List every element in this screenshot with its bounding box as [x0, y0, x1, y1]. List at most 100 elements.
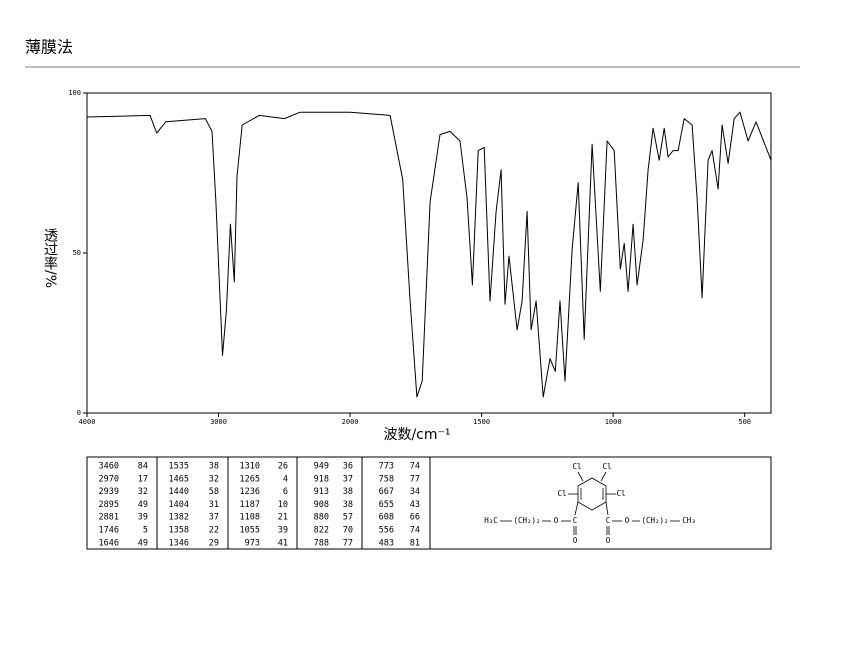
y-tick-label: 50 [73, 249, 81, 257]
peak-wavenumber: 1440 [169, 487, 189, 497]
peak-transmittance: 38 [209, 462, 219, 472]
peak-wavenumber: 1055 [240, 526, 260, 536]
peak-transmittance: 43 [410, 500, 420, 510]
peak-transmittance: 74 [410, 526, 420, 536]
structure-label: (CH₂)₂ [641, 516, 668, 525]
peak-transmittance: 49 [138, 538, 148, 548]
peak-wavenumber: 1646 [99, 538, 119, 548]
peak-wavenumber: 1465 [169, 474, 189, 484]
table-frame [86, 456, 772, 550]
structure-label: H₃C [484, 516, 498, 525]
peak-transmittance: 41 [278, 538, 288, 548]
x-tick-label: 3000 [210, 418, 227, 426]
peak-wavenumber: 1346 [169, 538, 189, 548]
peak-transmittance: 84 [138, 462, 148, 472]
peak-transmittance: 37 [343, 474, 353, 484]
structure-label: (CH₂)₂ [513, 516, 540, 525]
peak-wavenumber: 973 [245, 538, 260, 548]
peak-transmittance: 39 [278, 526, 288, 536]
peak-transmittance: 57 [343, 513, 353, 523]
peak-transmittance: 81 [410, 538, 420, 548]
structure-label: CH₃ [682, 516, 696, 525]
peak-wavenumber: 608 [379, 513, 394, 523]
peak-wavenumber: 918 [314, 474, 329, 484]
structure-label: O [606, 536, 611, 545]
peak-wavenumber: 949 [314, 462, 329, 472]
peak-transmittance: 66 [410, 513, 420, 523]
peak-wavenumber: 1310 [240, 462, 260, 472]
structure-label: Cl [616, 489, 625, 498]
peak-wavenumber: 908 [314, 500, 329, 510]
peak-transmittance: 4 [283, 474, 288, 484]
peak-transmittance: 58 [209, 487, 219, 497]
peak-wavenumber: 880 [314, 513, 329, 523]
x-axis-label: 波数/cm⁻¹ [383, 427, 450, 443]
peak-transmittance: 6 [283, 487, 288, 497]
peak-wavenumber: 1236 [240, 487, 260, 497]
structure-label: Cl [572, 462, 581, 471]
table-dividers [156, 457, 431, 549]
peak-wavenumber: 2939 [99, 487, 119, 497]
peak-wavenumber: 655 [379, 500, 394, 510]
peak-transmittance: 29 [209, 538, 219, 548]
peak-transmittance: 70 [343, 526, 353, 536]
x-tick-label: 1500 [473, 418, 490, 426]
peak-transmittance: 49 [138, 500, 148, 510]
plot-frame [86, 92, 772, 414]
peak-transmittance: 37 [209, 513, 219, 523]
peak-wavenumber: 1187 [240, 500, 260, 510]
peak-wavenumber: 483 [379, 538, 394, 548]
peak-transmittance: 26 [278, 462, 288, 472]
peak-wavenumber: 1382 [169, 513, 189, 523]
y-tick-label: 0 [77, 409, 81, 417]
peak-wavenumber: 667 [379, 487, 394, 497]
peak-transmittance: 77 [343, 538, 353, 548]
x-tick-label: 4000 [79, 418, 96, 426]
peak-wavenumber: 1535 [169, 462, 189, 472]
structure-label: C [573, 516, 578, 525]
x-tick-label: 500 [738, 418, 751, 426]
peak-wavenumber: 3460 [99, 462, 119, 472]
peak-wavenumber: 2895 [99, 500, 119, 510]
peak-transmittance: 10 [278, 500, 288, 510]
structure-label: O [573, 536, 578, 545]
peak-wavenumber: 773 [379, 462, 394, 472]
peak-transmittance: 38 [343, 487, 353, 497]
peak-wavenumber: 788 [314, 538, 329, 548]
y-tick-label: 100 [68, 89, 81, 97]
peak-wavenumber: 1265 [240, 474, 260, 484]
peak-transmittance: 32 [138, 487, 148, 497]
peak-wavenumber: 556 [379, 526, 394, 536]
peak-transmittance: 74 [410, 462, 420, 472]
peak-wavenumber: 1358 [169, 526, 189, 536]
peak-transmittance: 77 [410, 474, 420, 484]
page-title: 薄膜法 [25, 38, 73, 57]
peak-transmittance: 21 [278, 513, 288, 523]
peak-transmittance: 31 [209, 500, 219, 510]
structure-label: O [625, 516, 630, 525]
spectrum-line [86, 111, 772, 398]
x-tick-label: 2000 [342, 418, 359, 426]
structure-bonds [500, 471, 680, 535]
structure-label: Cl [557, 489, 566, 498]
peak-wavenumber: 2970 [99, 474, 119, 484]
peak-transmittance: 22 [209, 526, 219, 536]
peak-transmittance: 32 [209, 474, 219, 484]
peak-wavenumber: 758 [379, 474, 394, 484]
structure-label: O [554, 516, 559, 525]
peak-wavenumber: 2881 [99, 513, 119, 523]
peak-wavenumber: 1108 [240, 513, 260, 523]
peak-transmittance: 38 [343, 500, 353, 510]
y-axis-label: 透过率/% [42, 228, 58, 288]
peak-transmittance: 34 [410, 487, 420, 497]
structure-label: Cl [602, 462, 611, 471]
peak-wavenumber: 913 [314, 487, 329, 497]
peak-wavenumber: 1404 [169, 500, 189, 510]
peak-wavenumber: 822 [314, 526, 329, 536]
peak-transmittance: 39 [138, 513, 148, 523]
structure-label: C [606, 516, 611, 525]
peak-transmittance: 5 [143, 526, 148, 536]
peak-transmittance: 36 [343, 462, 353, 472]
